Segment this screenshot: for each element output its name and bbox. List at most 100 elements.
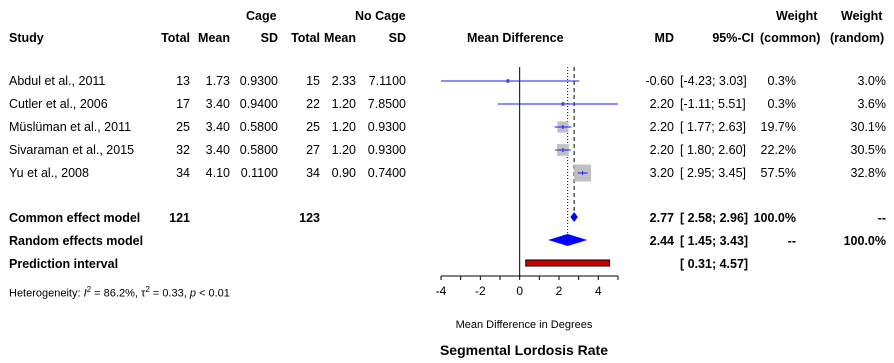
random-effects-label: Random effects model (9, 234, 144, 248)
study-weight-common: 0.3% (767, 74, 797, 88)
study-md: 2.20 (649, 143, 674, 157)
x-tick-label: -2 (475, 284, 486, 298)
study-weight-common: 19.7% (760, 120, 796, 134)
study-total-1: 13 (176, 74, 190, 88)
header-cage: Cage (246, 9, 277, 23)
header-no-cage: No Cage (355, 9, 406, 23)
prediction-interval-bar (525, 259, 611, 267)
study-sd-2: 0.7400 (367, 166, 406, 180)
header-study: Study (9, 31, 44, 45)
study-total-2: 25 (306, 120, 320, 134)
study-mean-1: 3.40 (205, 143, 230, 157)
common-effect-total-2: 123 (299, 211, 320, 225)
x-tick-label: -4 (436, 284, 447, 298)
common-effect-weight-common: 100.0% (753, 211, 796, 225)
study-sd-2: 7.8500 (367, 97, 406, 111)
study-ci: [ 1.77; 2.63] (680, 120, 747, 134)
x-tick-label: 4 (595, 284, 602, 298)
study-weight-common: 22.2% (760, 143, 796, 157)
study-sd-1: 0.5800 (239, 120, 278, 134)
study-name: Abdul et al., 2011 (9, 74, 106, 88)
common-effect-diamond (570, 212, 578, 222)
study-weight-random: 3.0% (857, 74, 887, 88)
study-mean-1: 3.40 (205, 120, 230, 134)
study-weight-common: 57.5% (760, 166, 796, 180)
header-md: MD (654, 31, 674, 45)
study-md: -0.60 (645, 74, 675, 88)
header-total-2: Total (291, 31, 320, 45)
random-effects-md: 2.44 (649, 234, 674, 248)
study-sd-1: 0.9400 (239, 97, 278, 111)
study-sd-1: 0.5800 (239, 143, 278, 157)
common-effect-weight-random: -- (877, 211, 886, 225)
study-sd-1: 0.9300 (239, 74, 278, 88)
study-mean-2: 1.20 (331, 120, 356, 134)
header-mean-difference: Mean Difference (467, 31, 564, 45)
study-weight-random: 3.6% (857, 97, 887, 111)
common-effect-total-1: 121 (169, 211, 190, 225)
header-weight-common-top: Weight (776, 9, 818, 23)
chart-title: Segmental Lordosis Rate (439, 342, 609, 358)
common-effect-ci: [ 2.58; 2.96] (680, 211, 749, 225)
study-name: Sivaraman et al., 2015 (9, 143, 135, 157)
study-ci: [-4.23; 3.03] (680, 74, 747, 88)
study-sd-1: 0.1100 (240, 166, 278, 180)
study-sd-2: 7.1100 (368, 74, 406, 88)
tau-value: = 0.33, (149, 287, 190, 300)
study-mean-1: 3.40 (205, 97, 230, 111)
study-mean-2: 2.33 (331, 74, 356, 88)
header-mean-1: Mean (198, 31, 230, 45)
study-mean-1: 4.10 (205, 166, 230, 180)
study-total-1: 32 (176, 143, 190, 157)
random-effects-ci: [ 1.45; 3.43] (680, 234, 749, 248)
study-md: 2.20 (649, 97, 674, 111)
study-mean-2: 1.20 (331, 97, 356, 111)
study-md: 2.20 (649, 120, 674, 134)
header-weight-random: (random) (830, 31, 885, 45)
study-total-2: 27 (306, 143, 320, 157)
header-weight-common: (common) (760, 31, 821, 45)
study-weight-random: 30.1% (850, 120, 886, 134)
study-weight-common: 0.3% (767, 97, 797, 111)
random-effects-weight-common: -- (787, 234, 796, 248)
random-effects-weight-random: 100.0% (843, 234, 886, 248)
i2-label: I (83, 287, 87, 300)
heterogeneity-statement: Heterogeneity: I2 = 86.2%, τ2 = 0.33, p … (9, 282, 230, 302)
study-mean-2: 1.20 (331, 143, 356, 157)
prediction-interval-ci: [ 0.31; 4.57] (680, 257, 749, 271)
heterogeneity-prefix: Heterogeneity: (9, 287, 84, 300)
header-sd-1: SD (260, 31, 278, 45)
study-name: Müslüman et al., 2011 (9, 120, 132, 134)
study-total-1: 17 (176, 97, 190, 111)
study-ci: [-1.11; 5.51] (680, 97, 746, 111)
study-mean-2: 0.90 (331, 166, 356, 180)
study-weight-random: 32.8% (850, 166, 886, 180)
tau-label: τ (140, 287, 146, 300)
study-ci: [ 2.95; 3.45] (680, 166, 747, 180)
study-total-2: 22 (306, 97, 320, 111)
study-ci: [ 1.80; 2.60] (680, 143, 747, 157)
header-ci: 95%-CI (712, 31, 754, 45)
study-md: 3.20 (649, 166, 674, 180)
study-sd-2: 0.9300 (367, 143, 406, 157)
i2-value: = 86.2%, (91, 287, 141, 300)
study-name: Yu et al., 2008 (9, 166, 89, 180)
p-label: p (189, 287, 196, 300)
study-name: Cutler et al., 2006 (9, 97, 108, 111)
header-weight-random-top: Weight (841, 9, 883, 23)
common-effect-label: Common effect model (9, 211, 141, 225)
tau-superscript: 2 (145, 285, 150, 294)
x-tick-label: 2 (556, 284, 563, 298)
random-effects-diamond (548, 234, 588, 246)
common-effect-md: 2.77 (649, 211, 674, 225)
study-total-2: 34 (306, 166, 320, 180)
x-tick-label: 0 (516, 284, 523, 298)
study-mean-1: 1.73 (205, 74, 230, 88)
study-total-1: 25 (176, 120, 190, 134)
prediction-interval-label: Prediction interval (9, 257, 119, 271)
p-value: < 0.01 (195, 287, 230, 300)
header-sd-2: SD (388, 31, 406, 45)
study-total-1: 34 (176, 166, 190, 180)
i2-superscript: 2 (86, 285, 92, 294)
